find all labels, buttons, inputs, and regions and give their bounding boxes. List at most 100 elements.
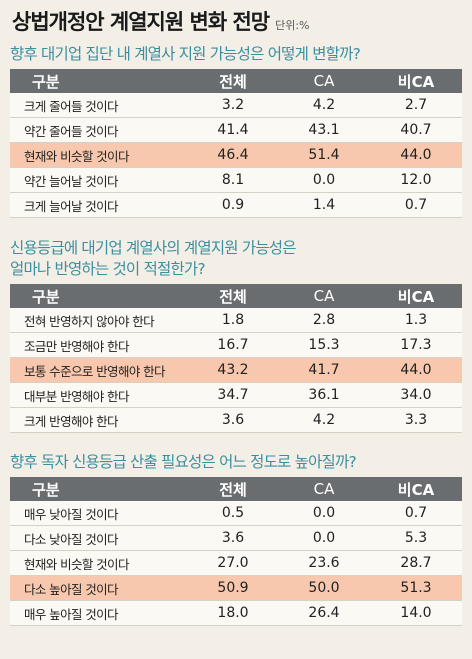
cell-non-ca: 51.3 — [370, 575, 462, 601]
row-label: 대부분 반영해야 한다 — [10, 382, 188, 408]
cell-total: 43.2 — [188, 357, 278, 383]
row-label: 다소 높아질 것이다 — [10, 575, 188, 601]
question-2-line-1: 신용등급에 대기업 계열사의 계열지원 가능성은 — [10, 239, 297, 257]
cell-ca: 26.4 — [278, 600, 370, 626]
row-label: 전혀 반영하지 않아야 한다 — [10, 308, 188, 333]
cell-total: 0.5 — [188, 501, 278, 526]
table-row: 전혀 반영하지 않아야 한다 1.8 2.8 1.3 — [10, 308, 462, 333]
table-row: 크게 반영해야 한다 3.6 4.2 3.3 — [10, 407, 462, 433]
row-label: 매우 높아질 것이다 — [10, 600, 188, 626]
title-row: 상법개정안 계열지원 변화 전망 단위:% — [12, 6, 310, 40]
table-row: 다소 낮아질 것이다 3.6 0.0 5.3 — [10, 525, 462, 551]
cell-non-ca: 0.7 — [370, 501, 462, 526]
cell-total: 8.1 — [188, 167, 278, 193]
row-label: 다소 낮아질 것이다 — [10, 525, 188, 551]
column-header-ca: CA — [278, 477, 370, 501]
table-3: 구분 전체 CA 비CA 매우 낮아질 것이다 0.5 0.0 0.7 다소 낮아질 것이다 3… — [10, 477, 462, 626]
table-row: 매우 낮아질 것이다 0.5 0.0 0.7 — [10, 501, 462, 526]
row-label: 약간 줄어들 것이다 — [10, 117, 188, 143]
column-header-total: 전체 — [188, 69, 278, 93]
question-3: 향후 독자 신용등급 산출 필요성은 어느 정도로 높아질까? — [10, 453, 357, 471]
cell-total: 41.4 — [188, 117, 278, 143]
table-row: 대부분 반영해야 한다 34.7 36.1 34.0 — [10, 382, 462, 408]
cell-ca: 1.4 — [278, 192, 370, 218]
cell-ca: 4.2 — [278, 93, 370, 118]
row-label: 크게 늘어날 것이다 — [10, 192, 188, 218]
row-label: 보통 수준으로 반영해야 한다 — [10, 357, 188, 383]
cell-ca: 50.0 — [278, 575, 370, 601]
cell-ca: 0.0 — [278, 167, 370, 193]
table-row: 현재와 비슷할 것이다 46.4 51.4 44.0 — [10, 142, 462, 168]
cell-ca: 4.2 — [278, 407, 370, 433]
page-title: 상법개정안 계열지원 변화 전망 — [12, 10, 270, 34]
cell-non-ca: 34.0 — [370, 382, 462, 408]
table-row: 다소 높아질 것이다 50.9 50.0 51.3 — [10, 575, 462, 601]
cell-non-ca: 14.0 — [370, 600, 462, 626]
section-1: 향후 대기업 집단 내 계열사 지원 가능성은 어떻게 변할까? 구분 전체 CA 비… — [10, 44, 462, 218]
table-2: 구분 전체 CA 비CA 전혀 반영하지 않아야 한다 1.8 2.8 1.3 조금만 반영해… — [10, 284, 462, 433]
cell-total: 3.6 — [188, 525, 278, 551]
cell-ca: 0.0 — [278, 525, 370, 551]
row-label: 크게 반영해야 한다 — [10, 407, 188, 433]
cell-total: 1.8 — [188, 308, 278, 333]
column-header-category: 구분 — [10, 284, 188, 308]
column-header-non-ca: 비CA — [370, 69, 462, 93]
row-label: 약간 늘어날 것이다 — [10, 167, 188, 193]
row-label: 조금만 반영해야 한다 — [10, 332, 188, 358]
column-header-ca: CA — [278, 69, 370, 93]
cell-total: 34.7 — [188, 382, 278, 408]
section-3: 향후 독자 신용등급 산출 필요성은 어느 정도로 높아질까? 구분 전체 CA 비C… — [10, 452, 462, 626]
row-label: 현재와 비슷할 것이다 — [10, 142, 188, 168]
cell-ca: 2.8 — [278, 308, 370, 333]
cell-total: 3.6 — [188, 407, 278, 433]
cell-ca: 23.6 — [278, 550, 370, 576]
table-row: 매우 높아질 것이다 18.0 26.4 14.0 — [10, 600, 462, 626]
cell-ca: 0.0 — [278, 501, 370, 526]
cell-ca: 43.1 — [278, 117, 370, 143]
cell-non-ca: 44.0 — [370, 142, 462, 168]
cell-non-ca: 5.3 — [370, 525, 462, 551]
column-header-total: 전체 — [188, 477, 278, 501]
cell-non-ca: 1.3 — [370, 308, 462, 333]
question-2-line-2: 얼마나 반영하는 것이 적절한가? — [10, 260, 206, 278]
table-row: 약간 줄어들 것이다 41.4 43.1 40.7 — [10, 117, 462, 143]
cell-total: 50.9 — [188, 575, 278, 601]
section-2: 신용등급에 대기업 계열사의 계열지원 가능성은 얼마나 반영하는 것이 적절한… — [10, 238, 462, 433]
cell-ca: 51.4 — [278, 142, 370, 168]
row-label: 현재와 비슷할 것이다 — [10, 550, 188, 576]
table-row: 현재와 비슷할 것이다 27.0 23.6 28.7 — [10, 550, 462, 576]
cell-total: 16.7 — [188, 332, 278, 358]
table-row: 보통 수준으로 반영해야 한다 43.2 41.7 44.0 — [10, 357, 462, 383]
column-header-ca: CA — [278, 284, 370, 308]
table-1: 구분 전체 CA 비CA 크게 줄어들 것이다 3.2 4.2 2.7 약간 줄어들 것이다 4… — [10, 69, 462, 218]
table-row: 조금만 반영해야 한다 16.7 15.3 17.3 — [10, 332, 462, 358]
unit-label: 단위:% — [275, 19, 310, 32]
column-header-category: 구분 — [10, 69, 188, 93]
column-header-non-ca: 비CA — [370, 477, 462, 501]
cell-total: 18.0 — [188, 600, 278, 626]
cell-non-ca: 2.7 — [370, 93, 462, 118]
cell-ca: 41.7 — [278, 357, 370, 383]
cell-non-ca: 0.7 — [370, 192, 462, 218]
row-label: 매우 낮아질 것이다 — [10, 501, 188, 526]
cell-non-ca: 17.3 — [370, 332, 462, 358]
cell-non-ca: 40.7 — [370, 117, 462, 143]
cell-non-ca: 28.7 — [370, 550, 462, 576]
cell-non-ca: 12.0 — [370, 167, 462, 193]
cell-non-ca: 3.3 — [370, 407, 462, 433]
column-header-total: 전체 — [188, 284, 278, 308]
cell-total: 3.2 — [188, 93, 278, 118]
cell-total: 27.0 — [188, 550, 278, 576]
row-label: 크게 줄어들 것이다 — [10, 93, 188, 118]
table-row: 크게 줄어들 것이다 3.2 4.2 2.7 — [10, 93, 462, 118]
column-header-non-ca: 비CA — [370, 284, 462, 308]
cell-non-ca: 44.0 — [370, 357, 462, 383]
cell-ca: 15.3 — [278, 332, 370, 358]
table-row: 약간 늘어날 것이다 8.1 0.0 12.0 — [10, 167, 462, 193]
cell-ca: 36.1 — [278, 382, 370, 408]
table-row: 크게 늘어날 것이다 0.9 1.4 0.7 — [10, 192, 462, 218]
cell-total: 46.4 — [188, 142, 278, 168]
column-header-category: 구분 — [10, 477, 188, 501]
cell-total: 0.9 — [188, 192, 278, 218]
